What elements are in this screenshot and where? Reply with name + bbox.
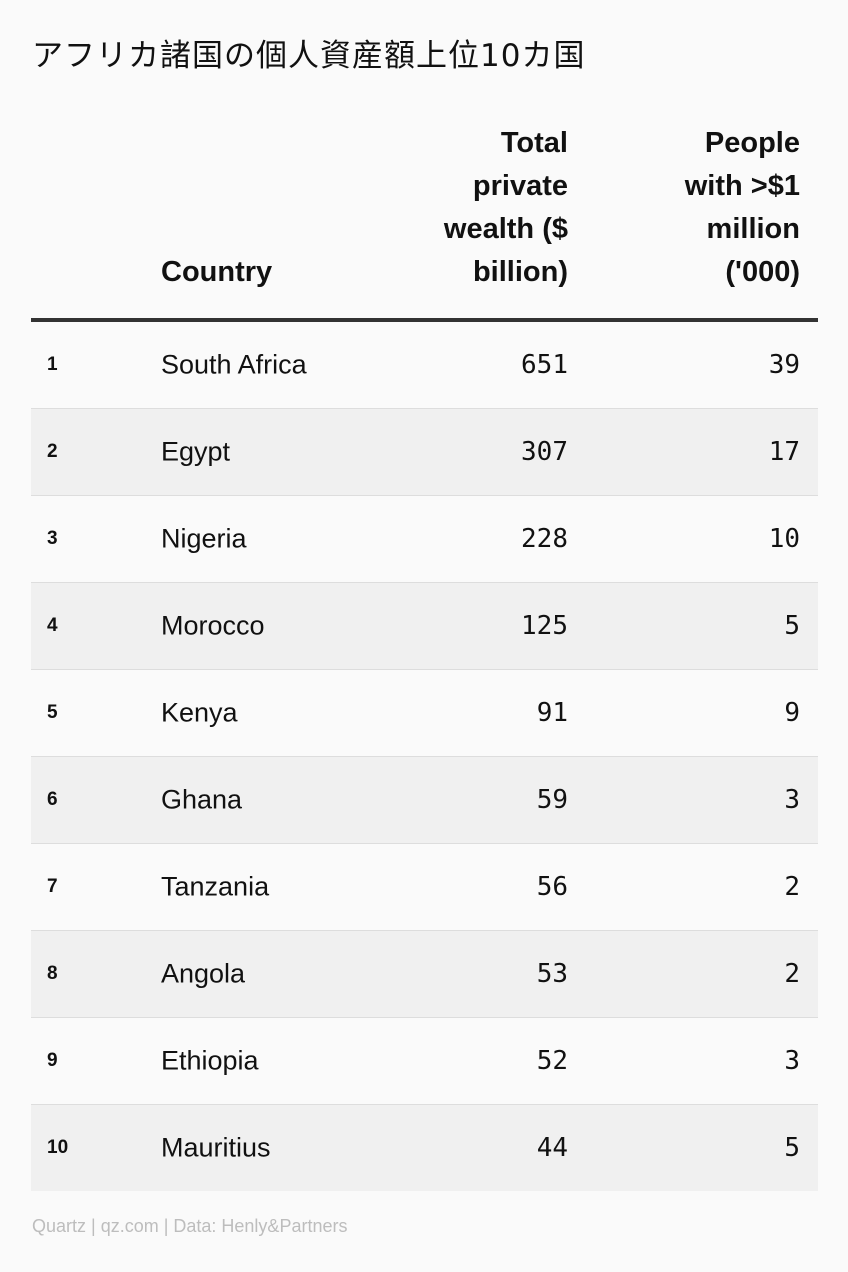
wealth-cell: 56 <box>536 872 568 902</box>
wealth-cell: 53 <box>536 959 568 989</box>
country-cell: Mauritius <box>161 1132 271 1163</box>
country-cell: Ghana <box>161 784 243 815</box>
people-cell: 5 <box>784 1133 800 1163</box>
table-row: 2 Egypt 307 17 <box>31 409 818 496</box>
header-country-line: Country <box>161 256 273 288</box>
table-row: 7 Tanzania 56 2 <box>31 844 818 931</box>
people-cell: 39 <box>768 350 800 380</box>
table-row: 3 Nigeria 228 10 <box>31 496 818 583</box>
chart-title: アフリカ諸国の個人資産額上位10カ国 <box>32 38 586 74</box>
table-row: 9 Ethiopia 52 3 <box>31 1018 818 1105</box>
wealth-cell: 59 <box>536 785 568 815</box>
rank-cell: 7 <box>47 876 58 897</box>
header-people-line: with >$1 <box>684 170 800 202</box>
table-row: 8 Angola 53 2 <box>31 931 818 1018</box>
people-cell: 3 <box>784 785 800 815</box>
source-note: Quartz | qz.com | Data: Henly&Partners <box>32 1216 348 1236</box>
rank-cell: 4 <box>47 615 58 636</box>
rank-cell: 1 <box>47 354 58 375</box>
table-row: 4 Morocco 125 5 <box>31 583 818 670</box>
people-cell: 10 <box>768 524 800 554</box>
table-row: 10 Mauritius 44 5 <box>31 1105 818 1191</box>
header-wealth-line: private <box>472 170 568 202</box>
people-cell: 2 <box>784 872 800 902</box>
wealth-cell: 228 <box>521 524 568 554</box>
people-cell: 9 <box>784 698 800 728</box>
country-cell: Angola <box>161 958 246 989</box>
wealth-cell: 307 <box>521 437 568 467</box>
rank-cell: 3 <box>47 528 58 549</box>
country-cell: Egypt <box>161 436 231 467</box>
wealth-cell: 44 <box>536 1133 568 1163</box>
country-cell: Nigeria <box>161 523 247 554</box>
wealth-cell: 651 <box>521 350 568 380</box>
data-table: Country Total private wealth ($ billion)… <box>31 127 818 1191</box>
header-people-line: People <box>704 127 800 159</box>
table-row: 5 Kenya 91 9 <box>31 670 818 757</box>
country-cell: Tanzania <box>161 871 270 902</box>
rank-cell: 5 <box>47 702 58 723</box>
rank-cell: 2 <box>47 441 58 462</box>
country-cell: South Africa <box>161 349 307 380</box>
header-people-line: ('000) <box>725 256 800 288</box>
people-cell: 3 <box>784 1046 800 1076</box>
rank-cell: 10 <box>47 1137 69 1158</box>
country-cell: Ethiopia <box>161 1045 259 1076</box>
wealth-cell: 91 <box>536 698 568 728</box>
table-body: 1 South Africa 651 39 2 Egypt 307 17 3 Nigeria 228… <box>31 322 818 1191</box>
rank-cell: 6 <box>47 789 58 810</box>
header-total-private-wealth: Total private wealth ($ billion) <box>368 122 568 294</box>
header-country: Country <box>161 251 272 294</box>
header-people-millionaires: People with >$1 million ('000) <box>600 122 800 294</box>
country-cell: Morocco <box>161 610 265 641</box>
wealth-cell: 52 <box>536 1046 568 1076</box>
people-cell: 5 <box>784 611 800 641</box>
table-row: 1 South Africa 651 39 <box>31 322 818 409</box>
header-wealth-line: billion) <box>472 256 568 288</box>
header-wealth-line: Total <box>500 127 568 159</box>
rank-cell: 9 <box>47 1050 58 1071</box>
wealth-cell: 125 <box>521 611 568 641</box>
table-row: 6 Ghana 59 3 <box>31 757 818 844</box>
header-wealth-line: wealth ($ <box>443 213 568 245</box>
country-cell: Kenya <box>161 697 238 728</box>
people-cell: 2 <box>784 959 800 989</box>
header-people-line: million <box>706 213 800 245</box>
rank-cell: 8 <box>47 963 58 984</box>
table-header: Country Total private wealth ($ billion)… <box>31 127 818 322</box>
people-cell: 17 <box>768 437 800 467</box>
